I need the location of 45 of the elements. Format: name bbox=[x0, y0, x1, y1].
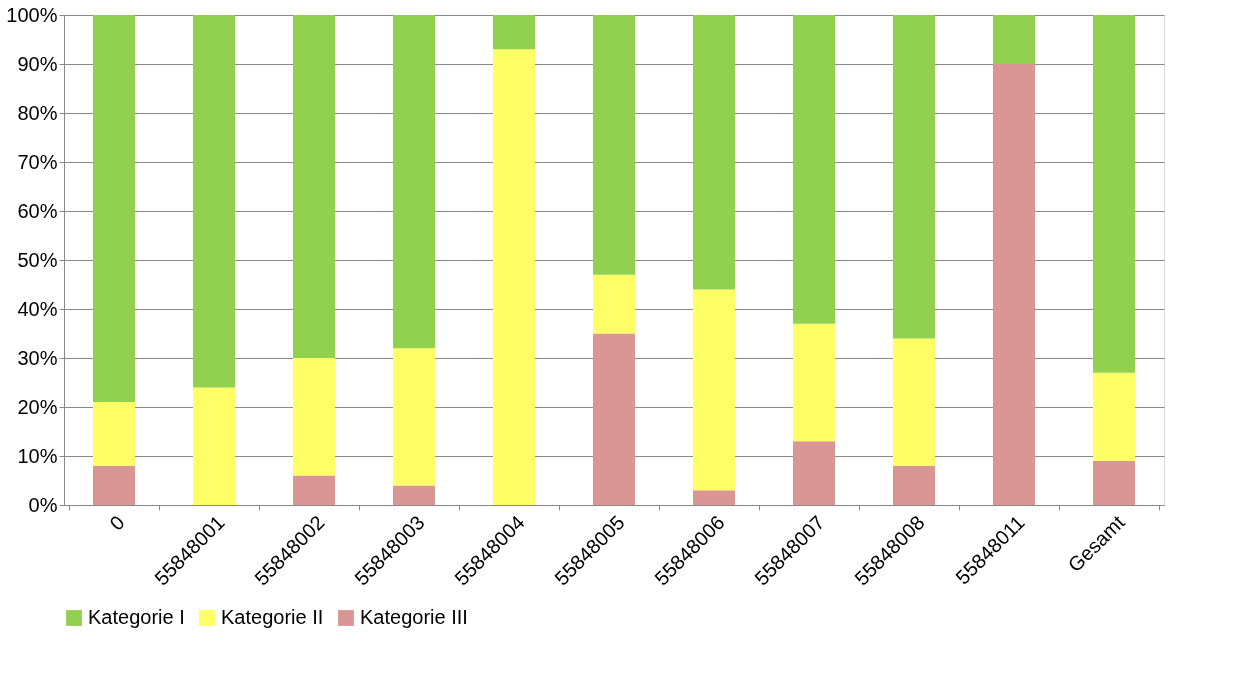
legend-label: Kategorie III bbox=[360, 606, 468, 628]
y-tick-label: 90% bbox=[17, 52, 58, 75]
y-tick-label: 0% bbox=[28, 493, 58, 516]
y-tick-label: 50% bbox=[17, 248, 58, 271]
y-tick-label: 60% bbox=[17, 199, 58, 222]
bar bbox=[893, 15, 935, 339]
y-tick-label: 10% bbox=[17, 444, 58, 467]
bar bbox=[293, 358, 335, 476]
bar bbox=[693, 490, 735, 505]
bar bbox=[1093, 15, 1135, 373]
bar bbox=[893, 465, 935, 505]
bar bbox=[93, 15, 135, 403]
legend-label: Kategorie II bbox=[221, 606, 324, 628]
y-tick-label: 40% bbox=[17, 297, 58, 320]
y-tick-label: 80% bbox=[17, 101, 58, 124]
bar bbox=[593, 274, 635, 334]
y-tick-label: 30% bbox=[17, 346, 58, 369]
bar bbox=[193, 15, 235, 388]
bar bbox=[693, 289, 735, 491]
bar bbox=[493, 15, 535, 50]
bar bbox=[93, 465, 135, 505]
bar bbox=[393, 485, 435, 505]
bar bbox=[393, 15, 435, 349]
bar bbox=[1093, 372, 1135, 461]
bar bbox=[393, 348, 435, 486]
legend-label: Kategorie I bbox=[88, 606, 185, 628]
bar bbox=[793, 323, 835, 442]
y-tick-label: 20% bbox=[17, 395, 58, 418]
x-tick-label: 0 bbox=[105, 511, 129, 535]
y-tick-label: 70% bbox=[17, 150, 58, 173]
bar bbox=[1093, 460, 1135, 505]
bar bbox=[793, 441, 835, 505]
bar bbox=[593, 333, 635, 505]
bar bbox=[793, 15, 835, 324]
bar bbox=[293, 15, 335, 358]
bar bbox=[893, 338, 935, 466]
bar bbox=[693, 15, 735, 290]
bar bbox=[293, 475, 335, 505]
bar bbox=[93, 402, 135, 466]
bar bbox=[593, 15, 635, 275]
bar bbox=[493, 49, 535, 505]
bar bbox=[993, 64, 1035, 505]
y-tick-label: 100% bbox=[6, 3, 58, 26]
bar bbox=[193, 387, 235, 505]
bar bbox=[993, 15, 1035, 64]
